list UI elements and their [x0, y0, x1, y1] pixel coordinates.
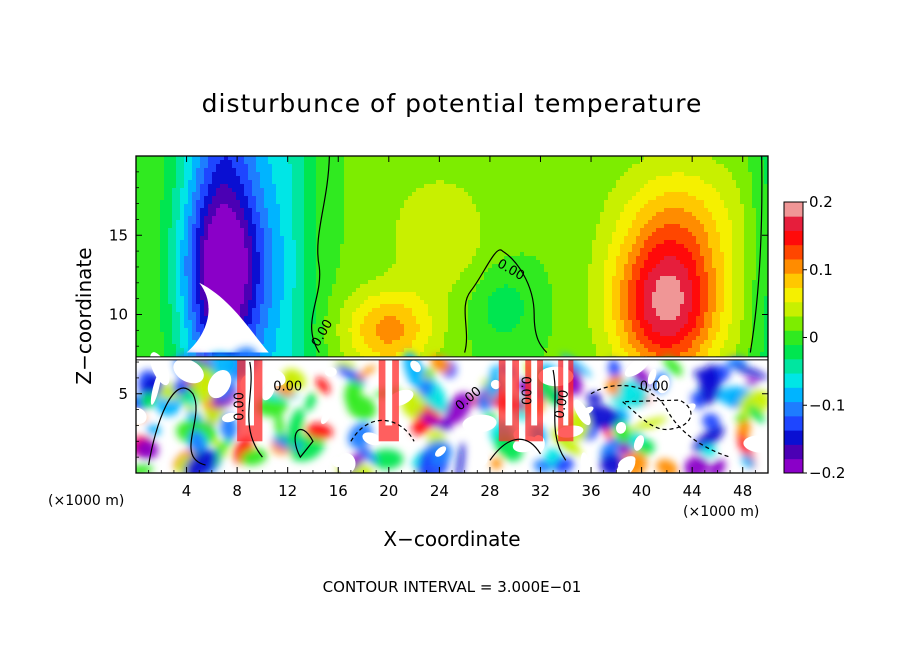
x-unit-left: (×1000 m): [48, 493, 124, 509]
x-tick-label: 24: [430, 482, 449, 500]
colorbar: 0.2 0.1 0 −0.1 −0.2: [783, 193, 845, 482]
colorbar-swatch: [784, 230, 803, 246]
colorbar-swatch: [784, 287, 803, 303]
white-plume: [186, 282, 269, 353]
x-tick-label: 20: [379, 482, 398, 500]
x-axis-title: X−coordinate: [383, 527, 520, 551]
colorbar-swatch: [784, 216, 803, 231]
colorbar-swatch: [784, 301, 803, 317]
chart-title: disturbunce of potential temperature: [202, 89, 703, 118]
colorbar-swatch: [784, 373, 803, 388]
upper-field: [136, 156, 768, 361]
plot-area: 0.000.000.000.00 0.00 0.00 0.000.00: [136, 156, 768, 473]
lower-field: [136, 347, 768, 473]
y-axis-title: Z−coordinate: [72, 247, 96, 384]
colorbar-swatch: [784, 444, 803, 460]
colorbar-tick-label: −0.1: [809, 396, 845, 414]
x-tick-label: 8: [232, 482, 242, 500]
x-tick-label: 32: [531, 482, 550, 500]
colorbar-swatch: [784, 358, 803, 374]
contour-label: 0.00: [232, 392, 247, 421]
y-tick-label: 10: [109, 306, 128, 324]
x-tick-label: 12: [278, 482, 297, 500]
contour-interval-note: CONTOUR INTERVAL = 3.000E−01: [323, 578, 582, 596]
x-axis: 4 8 12 16 20 24 28 32 36 40 44 48: [148, 156, 756, 500]
contour-lines: [148, 156, 763, 466]
colorbar-tick-label: −0.2: [809, 464, 845, 482]
colorbar-swatch: [784, 202, 803, 217]
colorbar-tick-label: 0.2: [809, 193, 833, 211]
contour-label: 0.00: [273, 380, 302, 395]
x-tick-label: 48: [733, 482, 752, 500]
y-tick-label: 15: [109, 226, 128, 244]
colorbar-swatch: [784, 415, 803, 431]
contour-label: 0.00: [552, 389, 572, 420]
colorbar-swatch: [784, 430, 803, 445]
colorbar-swatch: [784, 244, 803, 260]
colorbar-swatch: [784, 330, 803, 346]
colorbar-swatch: [784, 259, 803, 274]
x-tick-label: 44: [683, 482, 702, 500]
x-unit-right: (×1000 m): [683, 504, 759, 520]
x-tick-label: 28: [480, 482, 499, 500]
contour-label: 0.00: [640, 380, 669, 395]
x-tick-label: 16: [329, 482, 348, 500]
colorbar-swatch: [784, 344, 803, 360]
colorbar-tick-label: 0: [809, 329, 819, 347]
colorbar-tick-label: 0.1: [809, 261, 833, 279]
contour-label: 0.00: [518, 376, 533, 405]
colorbar-swatch: [784, 273, 803, 288]
x-tick-label: 4: [182, 482, 192, 500]
colorbar-swatch: [784, 458, 803, 474]
x-tick-label: 40: [632, 482, 651, 500]
x-tick-label: 36: [581, 482, 600, 500]
y-axis: 5 10 15: [109, 171, 768, 458]
colorbar-swatch: [784, 387, 803, 403]
y-tick-label: 5: [118, 385, 128, 403]
colorbar-swatch: [784, 316, 803, 331]
colorbar-swatch: [784, 401, 803, 417]
